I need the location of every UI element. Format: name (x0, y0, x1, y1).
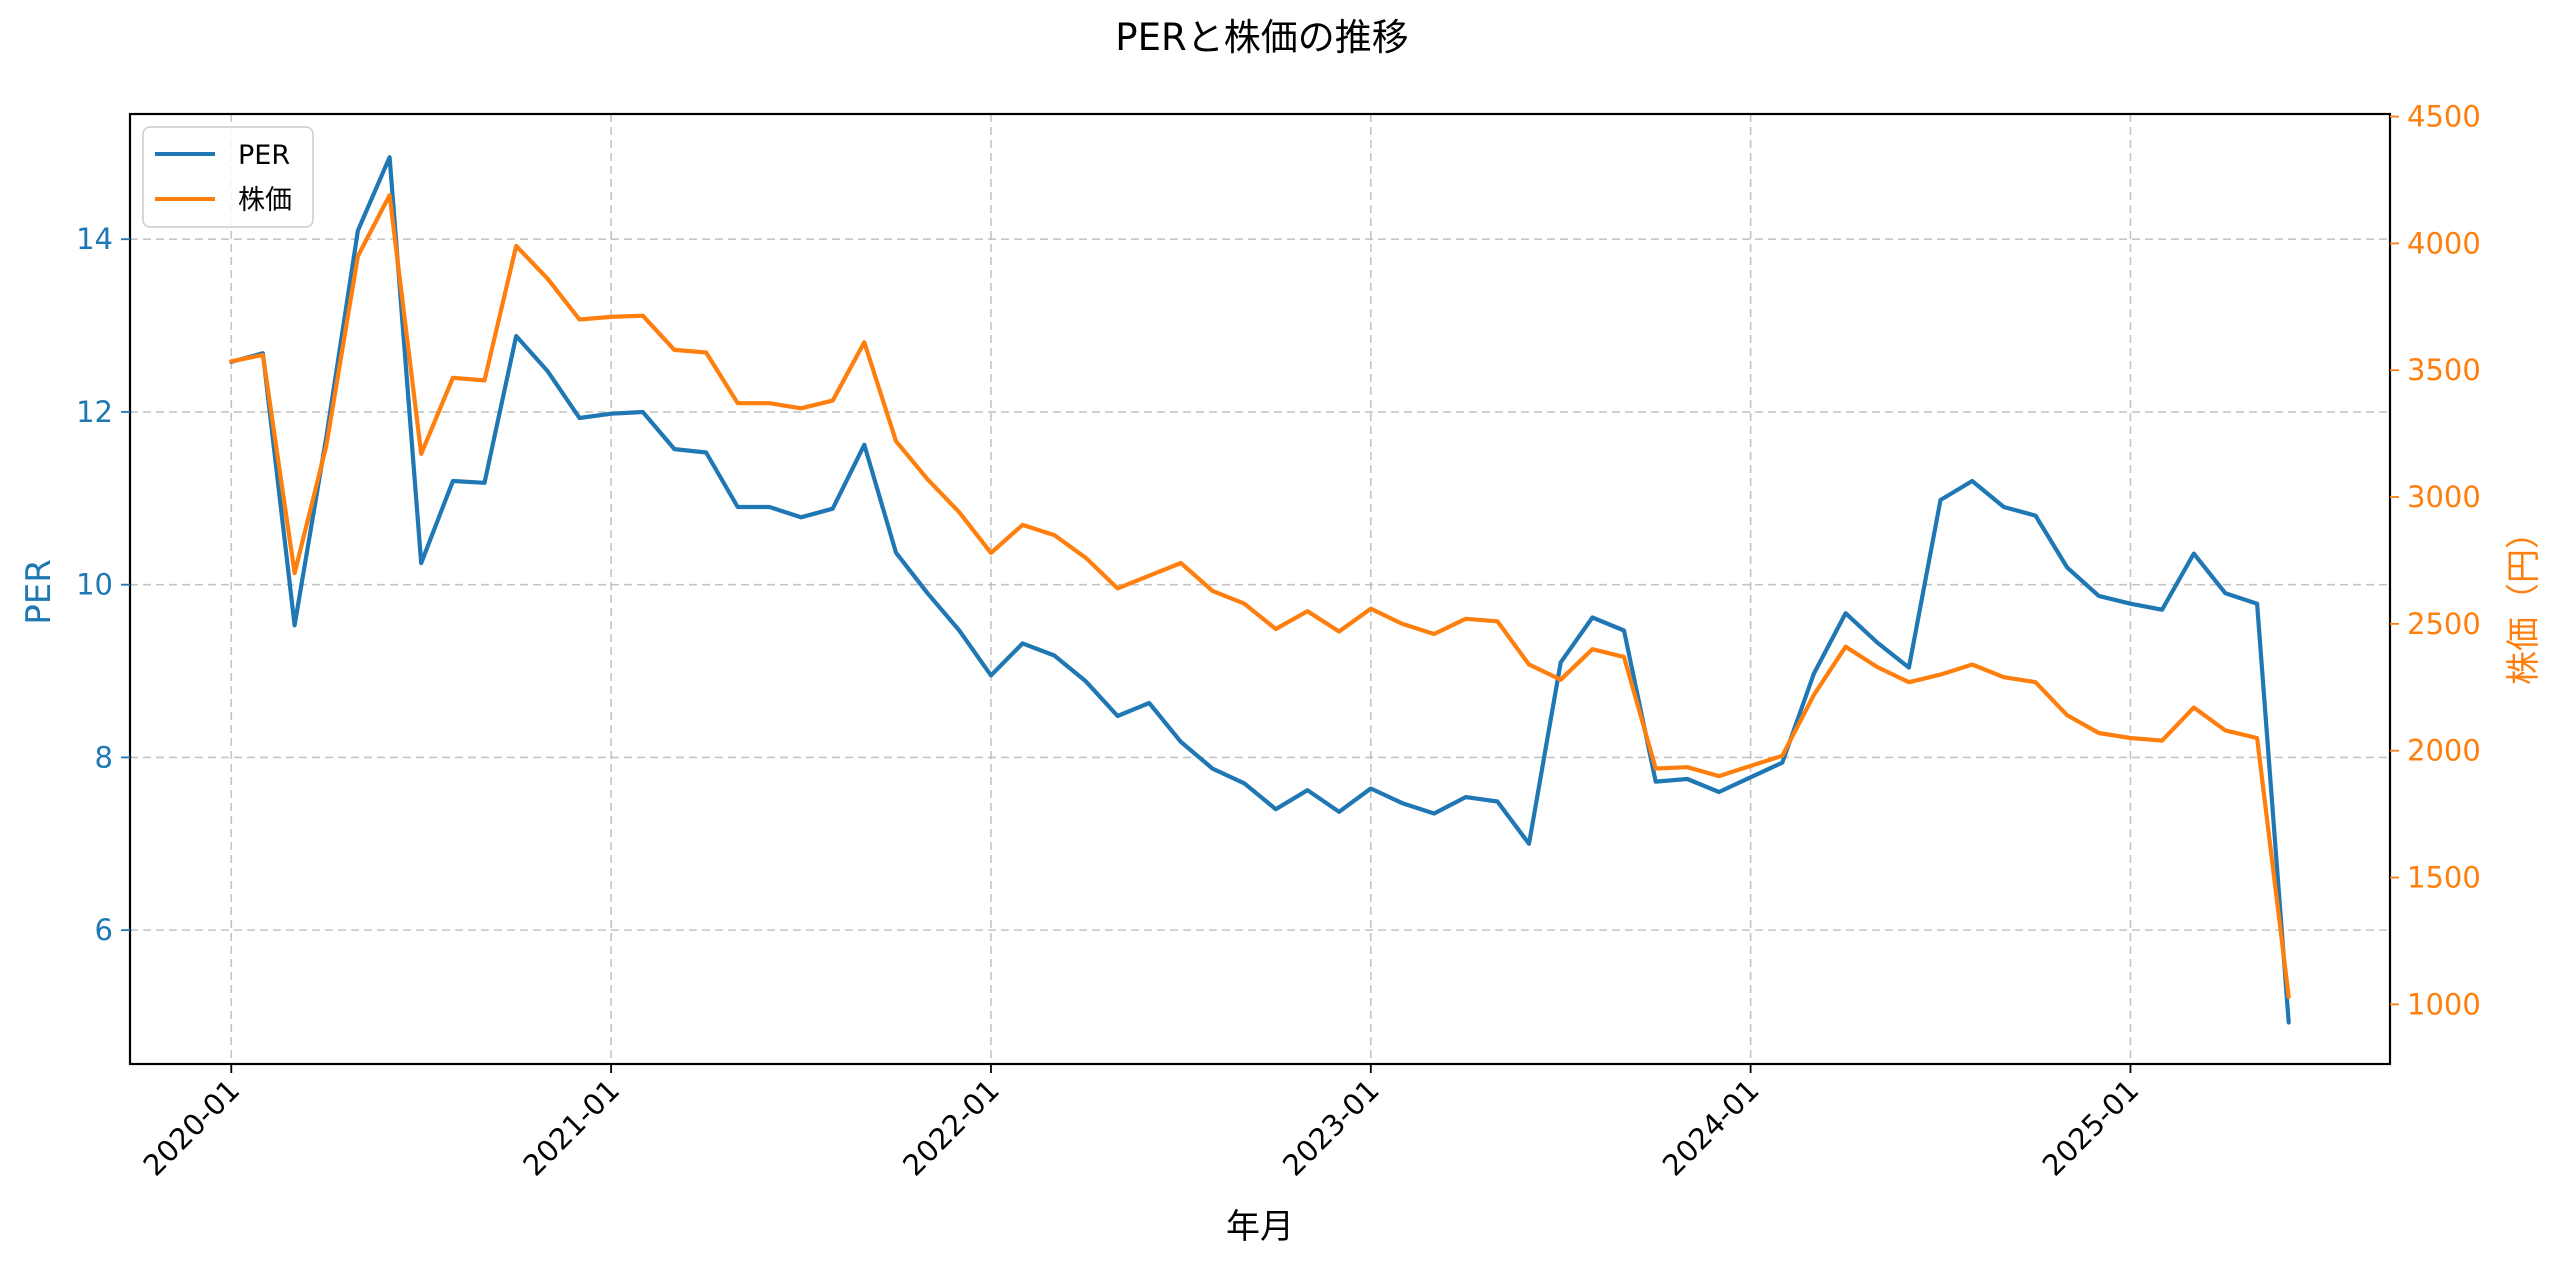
legend: PER 株価 (142, 126, 314, 228)
x-tick-label: 2021-01 (516, 1073, 626, 1183)
y-axis-left: 6 8 10 12 14 (76, 222, 130, 947)
y-right-tick-label: 4000 (2407, 226, 2481, 260)
x-tick-label: 2024-01 (1656, 1073, 1766, 1183)
chart-title: PERと株価の推移 (1115, 16, 1408, 59)
y-right-tick-label: 3000 (2407, 480, 2481, 514)
y-axis-right: 1000 1500 2000 2500 3000 3500 4000 4500 (2390, 100, 2481, 1021)
y-right-tick-label: 1500 (2407, 861, 2481, 895)
price-series-line (229, 193, 2291, 999)
plot-frame (128, 112, 2392, 1066)
y-left-tick-label: 12 (76, 395, 113, 429)
grid-lines (130, 114, 2390, 1064)
x-axis-label: 年月 (1226, 1207, 1294, 1247)
y-right-tick-label: 2500 (2407, 607, 2481, 641)
y-axis-left-label: PER (19, 559, 59, 625)
y-right-tick-label: 4500 (2407, 100, 2481, 134)
legend-label-per: PER (238, 140, 290, 171)
x-axis: 2020-01 2021-01 2022-01 2023-01 2024-01 2025-… (137, 1064, 2146, 1183)
y-left-tick-label: 8 (95, 740, 113, 774)
y-left-tick-label: 10 (76, 568, 113, 602)
x-tick-label: 2023-01 (1276, 1073, 1386, 1183)
y-right-tick-label: 1000 (2407, 987, 2481, 1021)
x-tick-label: 2025-01 (2036, 1073, 2146, 1183)
y-right-tick-label: 2000 (2407, 734, 2481, 768)
data-lines (229, 155, 2291, 1025)
y-left-tick-label: 14 (76, 222, 113, 256)
y-left-tick-label: 6 (95, 913, 113, 947)
x-tick-label: 2022-01 (896, 1073, 1006, 1183)
per-series-line (229, 155, 2291, 1025)
legend-label-price: 株価 (238, 185, 292, 216)
y-axis-right-label: 株価（円） (2504, 515, 2544, 685)
y-right-tick-label: 3500 (2407, 353, 2481, 387)
x-tick-label: 2020-01 (137, 1073, 247, 1183)
